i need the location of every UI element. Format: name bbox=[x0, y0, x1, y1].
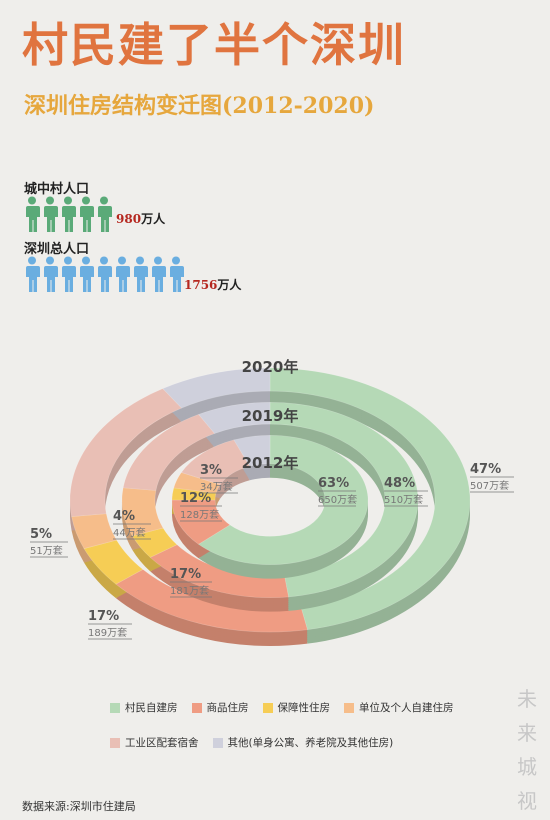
chart-legend: 村民自建房 商品住房 保障性住房 单位及个人自建住房工业区配套宿舍 其他(单身公寓、养老… bbox=[110, 700, 470, 750]
legend-label: 工业区配套宿舍 bbox=[125, 737, 199, 749]
total-population-icons bbox=[26, 256, 184, 292]
ring-segment bbox=[233, 435, 271, 467]
legend-swatch bbox=[344, 702, 354, 713]
segment-units-label: 51万套 bbox=[30, 544, 63, 557]
segment-units-label: 650万套 bbox=[318, 493, 357, 506]
legend-item: 商品住房 bbox=[191, 700, 249, 715]
watermark-char: 未 bbox=[517, 687, 537, 711]
total-population-count: 1756万人 bbox=[184, 276, 241, 293]
segment-units-label: 507万套 bbox=[470, 479, 509, 492]
urban-village-person-icon bbox=[98, 196, 112, 232]
legend-swatch bbox=[110, 737, 120, 748]
segment-percent-label: 4% bbox=[113, 509, 135, 524]
segment-data-label: 3% 34万套 bbox=[200, 463, 238, 494]
legend-item: 工业区配套宿舍 bbox=[110, 735, 199, 750]
ring-segment bbox=[71, 513, 118, 549]
legend-swatch bbox=[191, 702, 202, 713]
segment-data-label: 63% 650万套 bbox=[318, 476, 357, 507]
segment-percent-label: 12% bbox=[180, 491, 211, 506]
year-label: 2012年 bbox=[242, 454, 299, 472]
segment-percent-label: 48% bbox=[384, 476, 415, 491]
total-person-icon bbox=[134, 256, 148, 292]
legend-item: 保障性住房 bbox=[262, 700, 331, 715]
segment-data-label: 12% 128万套 bbox=[180, 491, 222, 522]
total-person-icon bbox=[26, 256, 40, 292]
segment-data-label: 5% 51万套 bbox=[30, 527, 68, 558]
segment-units-label: 510万套 bbox=[384, 493, 423, 506]
urban-village-population-count: 980万人 bbox=[116, 210, 165, 227]
urban-village-person-icon bbox=[26, 196, 40, 232]
segment-units-label: 189万套 bbox=[88, 626, 127, 639]
total-person-icon bbox=[62, 256, 76, 292]
total-population-label: 深圳总人口 bbox=[24, 242, 90, 257]
urban-village-person-icon bbox=[62, 196, 76, 232]
urban-village-population-label: 城中村人口 bbox=[24, 182, 90, 197]
data-source: 数据来源:深圳市住建局 bbox=[22, 800, 136, 813]
segment-units-label: 34万套 bbox=[200, 480, 233, 493]
segment-data-label: 17% 181万套 bbox=[170, 567, 212, 598]
watermark-char: 来 bbox=[517, 721, 537, 745]
legend-item: 其他(单身公寓、养老院及其他住房) bbox=[212, 735, 394, 750]
segment-data-label: 4% 44万套 bbox=[113, 509, 151, 540]
total-person-icon bbox=[80, 256, 94, 292]
watermark-char: 视 bbox=[517, 789, 537, 813]
ring-segment bbox=[122, 414, 216, 491]
ring-segment bbox=[131, 527, 178, 558]
segment-data-label: 47% 507万套 bbox=[470, 462, 514, 493]
legend-item: 村民自建房 bbox=[110, 700, 178, 715]
ring-segment bbox=[173, 472, 221, 494]
year-label: 2020年 bbox=[242, 358, 299, 376]
page-subtitle: 深圳住房结构变迁图(2012-2020) bbox=[24, 93, 375, 119]
ring-segment bbox=[198, 402, 271, 434]
watermark: 未来城视 bbox=[512, 682, 542, 818]
legend-swatch bbox=[110, 702, 120, 713]
ring-segment bbox=[198, 435, 369, 565]
total-person-icon bbox=[152, 256, 166, 292]
urban-village-population-value: 980 bbox=[116, 212, 142, 226]
legend-label: 村民自建房 bbox=[125, 702, 178, 714]
donut-ring-2020年 bbox=[69, 367, 471, 646]
year-label: 2019年 bbox=[242, 407, 299, 425]
total-population-value: 1756 bbox=[184, 278, 218, 292]
segment-units-label: 181万套 bbox=[170, 584, 209, 597]
segment-percent-label: 63% bbox=[318, 476, 349, 491]
segment-units-label: 128万套 bbox=[180, 508, 219, 521]
total-person-icon bbox=[98, 256, 112, 292]
legend-label: 保障性住房 bbox=[277, 702, 331, 714]
urban-village-person-icon bbox=[80, 196, 94, 232]
segment-data-label: 17% 189万套 bbox=[88, 609, 132, 640]
segment-percent-label: 17% bbox=[170, 567, 201, 582]
segment-percent-label: 47% bbox=[470, 462, 501, 477]
donut-ring-2012年 bbox=[171, 435, 369, 579]
legend-item: 单位及个人自建住房 bbox=[344, 700, 454, 715]
legend-label: 单位及个人自建住房 bbox=[359, 702, 454, 714]
urban-village-population-icons bbox=[26, 196, 112, 232]
legend-label: 其他(单身公寓、养老院及其他住房) bbox=[227, 737, 394, 749]
donut-ring-2019年 bbox=[121, 402, 419, 612]
legend-swatch bbox=[212, 737, 223, 748]
segment-units-label: 44万套 bbox=[113, 526, 146, 539]
total-population-unit: 万人 bbox=[217, 278, 242, 292]
legend-label: 商品住房 bbox=[206, 702, 249, 714]
watermark-char: 城 bbox=[517, 755, 537, 779]
segment-percent-label: 5% bbox=[30, 527, 52, 542]
urban-village-population-unit: 万人 bbox=[141, 212, 166, 226]
total-person-icon bbox=[170, 256, 184, 292]
ring-segment bbox=[162, 367, 271, 409]
segment-percent-label: 3% bbox=[200, 463, 222, 478]
urban-village-person-icon bbox=[44, 196, 58, 232]
total-person-icon bbox=[44, 256, 58, 292]
segment-data-label: 48% 510万套 bbox=[384, 476, 428, 507]
segment-percent-label: 17% bbox=[88, 609, 119, 624]
ring-segment bbox=[269, 367, 471, 630]
housing-structure-donut-chart: 2012年 2019年 2020年 63% 650万套 12% 128万套 3% 34万套 48%… bbox=[30, 358, 514, 646]
legend-swatch bbox=[262, 702, 273, 713]
total-person-icon bbox=[116, 256, 130, 292]
ring-segment bbox=[269, 402, 419, 598]
page-title: 村民建了半个深圳 bbox=[22, 18, 406, 72]
